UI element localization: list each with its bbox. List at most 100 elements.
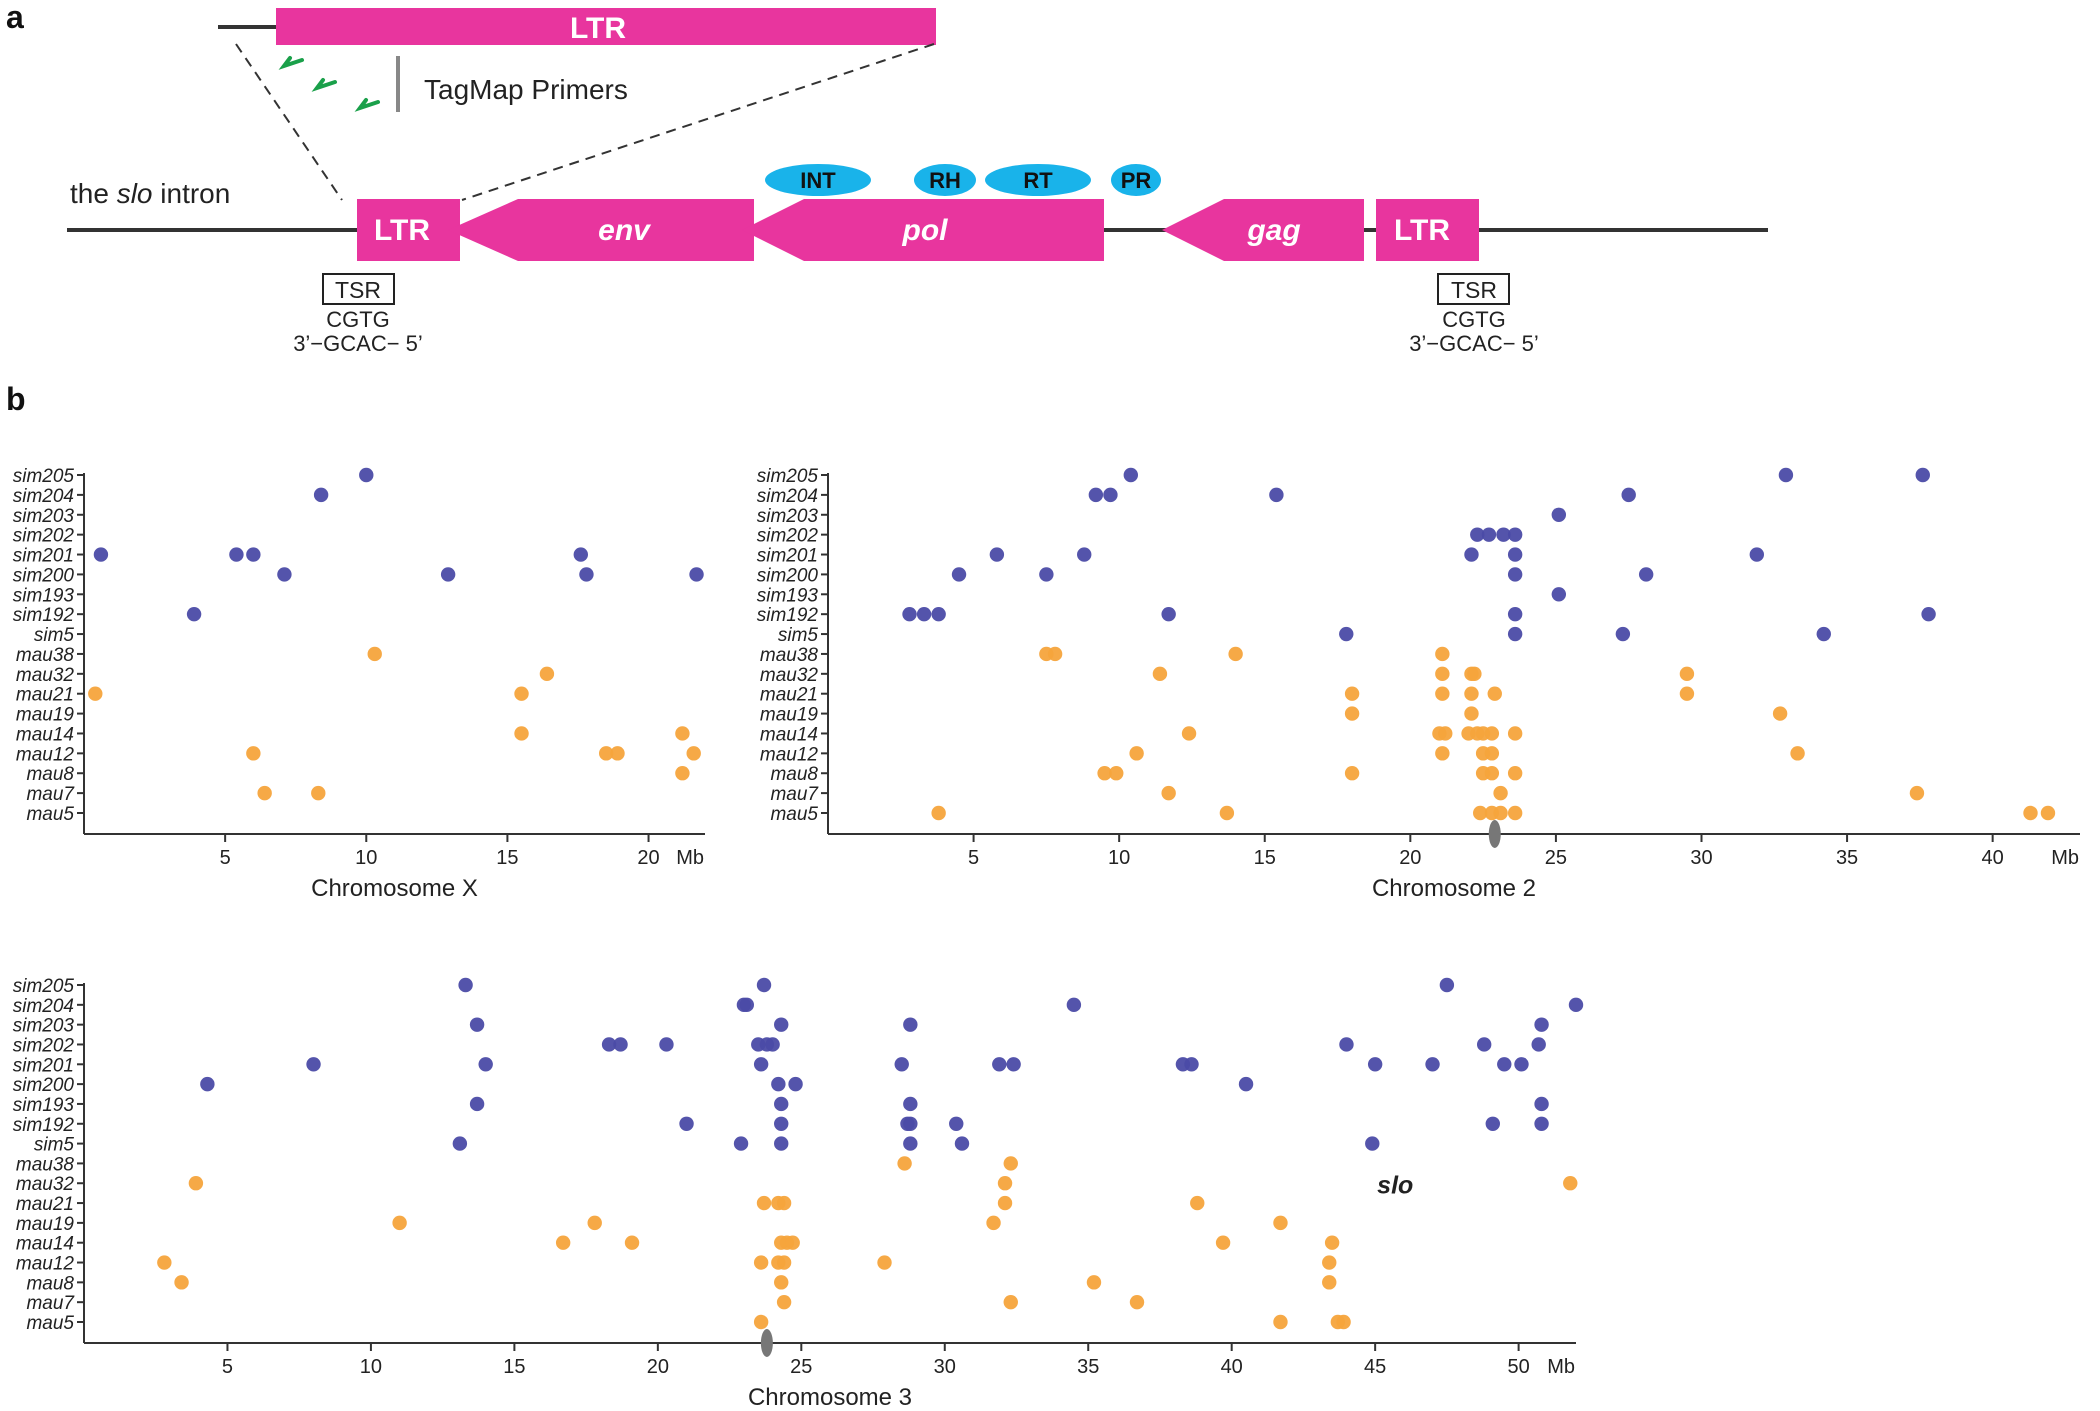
- data-point-mau32: [1152, 666, 1168, 682]
- data-point-mau12: [776, 1255, 792, 1270]
- data-point-sim200: [579, 567, 594, 582]
- data-point-sim202: [601, 1037, 617, 1052]
- data-point-sim205: [756, 977, 772, 993]
- data-point-sim205: [1778, 467, 1794, 483]
- tsr-left-seq-top: CGTG: [326, 307, 390, 332]
- x-tick-label: 15: [1254, 847, 1276, 869]
- data-point-mau21: [1679, 686, 1695, 701]
- data-point-mau38: [367, 646, 382, 662]
- data-point-mau5: [2040, 805, 2056, 821]
- data-point-sim202: [659, 1037, 674, 1052]
- y-tick-label: sim202: [13, 526, 75, 547]
- data-point-mau8: [1322, 1275, 1337, 1290]
- env-label: env: [598, 214, 652, 247]
- data-point-sim200: [951, 567, 967, 582]
- domain-rt-label: RT: [1023, 168, 1053, 193]
- x-tick-label: 10: [1108, 847, 1130, 869]
- data-point-sim192: [931, 606, 946, 622]
- x-tick-label: 30: [934, 1356, 956, 1378]
- zoom-ltr-label: LTR: [570, 12, 626, 45]
- data-point-mau12: [753, 1255, 769, 1270]
- tsr-left-box: [322, 273, 395, 305]
- data-point-sim192: [679, 1116, 694, 1131]
- y-tick-label: sim192: [757, 605, 819, 626]
- data-point-mau21: [88, 686, 103, 701]
- x-axis-title: Chromosome 2: [1372, 875, 1536, 902]
- data-point-sim5: [1615, 626, 1631, 642]
- data-point-sim192: [916, 606, 932, 622]
- zoom-dash-right: [461, 43, 935, 201]
- data-point-sim201: [1507, 547, 1523, 562]
- data-point-mau12: [610, 746, 625, 761]
- data-point-sim200: [1507, 567, 1523, 582]
- chart-3: sim205sim204sim203sim202sim201sim200sim1…: [13, 976, 1584, 1411]
- data-point-mau38: [1228, 646, 1243, 662]
- panel-a: a LTR TagMap Primers the slo intron INT …: [6, 0, 1768, 356]
- y-tick-label: mau5: [770, 804, 818, 825]
- x-tick-label: 50: [1507, 1356, 1529, 1378]
- data-point-mau12: [877, 1255, 892, 1270]
- data-point-sim192: [774, 1116, 789, 1131]
- y-tick-label: mau8: [770, 764, 818, 785]
- data-point-sim5: [452, 1136, 468, 1151]
- data-point-sim205: [1439, 977, 1455, 993]
- data-point-mau5: [1219, 805, 1235, 821]
- data-point-sim204: [1568, 997, 1584, 1013]
- data-point-mau21: [514, 686, 529, 701]
- data-point-mau5: [2023, 805, 2038, 821]
- primers-label: TagMap Primers: [424, 74, 628, 105]
- x-tick-label: 5: [222, 1356, 233, 1378]
- x-tick-label: 35: [1836, 847, 1858, 869]
- data-point-sim200: [1039, 567, 1054, 582]
- y-tick-label: mau32: [16, 1174, 75, 1195]
- data-point-mau21: [756, 1195, 772, 1211]
- protein-domains: INT RH RT PR: [765, 164, 1161, 196]
- data-point-sim203: [1534, 1017, 1549, 1032]
- data-point-sim204: [1269, 487, 1284, 503]
- data-point-mau38: [1047, 646, 1063, 662]
- data-point-mau14: [675, 726, 690, 741]
- y-tick-label: mau21: [760, 685, 818, 706]
- data-point-sim200: [200, 1076, 215, 1092]
- x-tick-label: 25: [790, 1356, 812, 1378]
- data-point-sim205: [1123, 467, 1139, 483]
- y-tick-label: sim193: [13, 585, 75, 606]
- data-point-mau21: [776, 1195, 792, 1211]
- data-point-mau5: [1473, 805, 1488, 821]
- y-tick-label: mau38: [760, 645, 819, 666]
- data-point-mau12: [599, 746, 614, 761]
- panel-a-label: a: [6, 0, 24, 35]
- data-point-sim201: [1464, 547, 1479, 562]
- pol-arrow: [742, 199, 1104, 261]
- data-point-mau19: [1344, 706, 1360, 721]
- data-point-mau32: [997, 1176, 1013, 1191]
- data-point-sim201: [478, 1057, 493, 1072]
- x-axis-title: Chromosome 3: [748, 1384, 912, 1411]
- x-unit-label: Mb: [676, 847, 704, 869]
- data-point-sim201: [1184, 1057, 1199, 1072]
- data-point-mau7: [1909, 785, 1925, 801]
- data-point-mau5: [1493, 805, 1508, 821]
- data-point-mau7: [776, 1294, 792, 1310]
- data-point-sim5: [903, 1136, 918, 1151]
- data-point-sim193: [903, 1096, 918, 1112]
- y-tick-label: sim193: [13, 1095, 75, 1116]
- y-tick-label: sim204: [13, 996, 74, 1017]
- x-tick-label: 15: [496, 847, 518, 869]
- x-tick-label: 15: [503, 1356, 525, 1378]
- data-point-mau19: [587, 1215, 602, 1231]
- data-point-mau19: [1464, 706, 1479, 721]
- data-point-sim202: [1476, 1037, 1492, 1052]
- y-tick-label: sim203: [13, 1016, 75, 1037]
- data-point-mau14: [1507, 726, 1523, 741]
- ltr-right-box: [1376, 199, 1479, 261]
- primer-arrow-icon: [278, 56, 380, 112]
- data-point-sim200: [277, 567, 292, 582]
- y-tick-label: sim205: [757, 466, 819, 487]
- data-point-mau12: [1322, 1255, 1337, 1270]
- data-point-sim200: [1638, 567, 1654, 582]
- data-point-sim5: [1339, 626, 1354, 642]
- data-point-mau21: [1464, 686, 1479, 701]
- data-point-sim204: [313, 487, 329, 503]
- data-point-sim5: [1816, 626, 1831, 642]
